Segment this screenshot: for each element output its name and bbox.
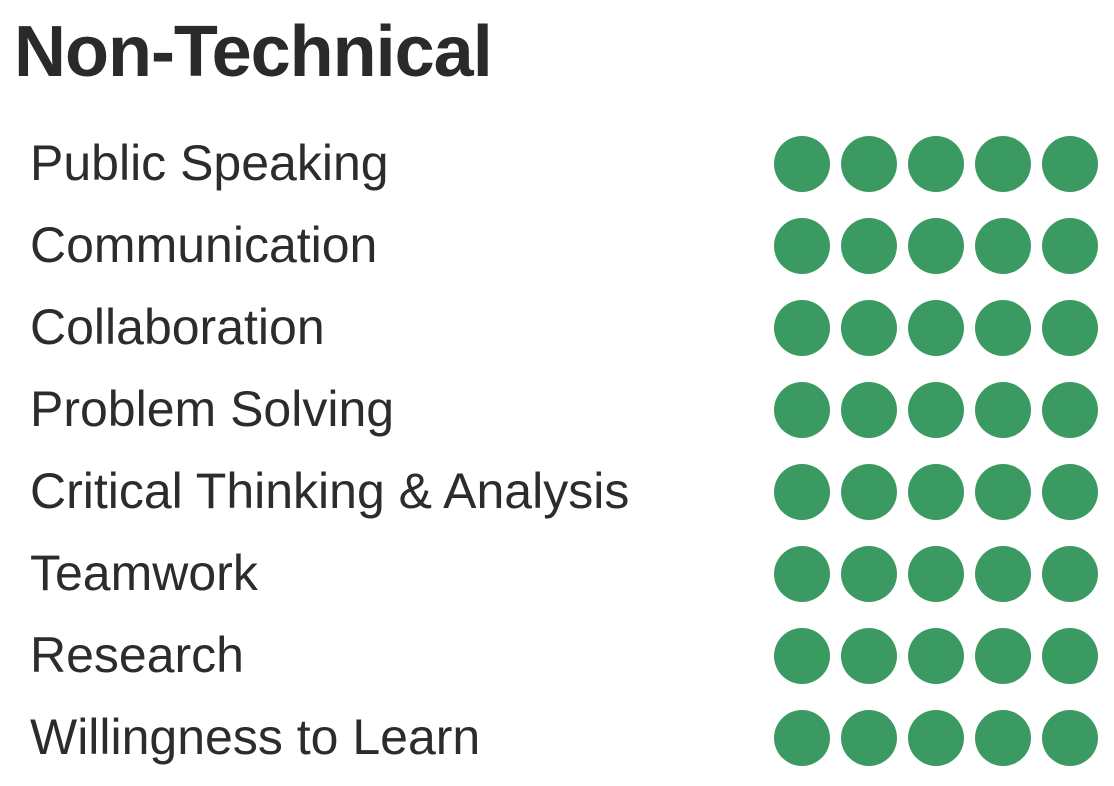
rating-dot-filled [841,382,897,438]
skill-row: Teamwork [0,532,1114,614]
rating-dot-filled [1042,546,1098,602]
rating-dot-filled [975,300,1031,356]
rating-dot-filled [975,218,1031,274]
rating-dot-filled [975,546,1031,602]
rating-dot-filled [908,136,964,192]
rating-dot-filled [774,464,830,520]
skill-row: Public Speaking [0,122,1114,204]
rating-dot-filled [841,710,897,766]
rating-dot-filled [908,218,964,274]
rating-dot-filled [908,628,964,684]
skill-rating [774,218,1104,274]
rating-dot-filled [1042,464,1098,520]
skill-label: Collaboration [30,299,325,355]
rating-dot-filled [841,464,897,520]
skill-label: Problem Solving [30,381,395,437]
rating-dot-filled [975,382,1031,438]
rating-dot-filled [774,628,830,684]
rating-dot-filled [841,628,897,684]
rating-dot-filled [908,464,964,520]
rating-dot-filled [774,382,830,438]
rating-dot-filled [975,136,1031,192]
skill-rating [774,464,1104,520]
skill-label: Critical Thinking & Analysis [30,463,630,519]
rating-dot-filled [908,382,964,438]
skill-row: Problem Solving [0,368,1114,450]
rating-dot-filled [1042,300,1098,356]
rating-dot-filled [908,300,964,356]
rating-dot-filled [975,464,1031,520]
rating-dot-filled [1042,628,1098,684]
skill-row: Critical Thinking & Analysis [0,450,1114,532]
skill-label: Communication [30,217,378,273]
skill-row: Collaboration [0,286,1114,368]
rating-dot-filled [1042,382,1098,438]
rating-dot-filled [975,710,1031,766]
rating-dot-filled [1042,136,1098,192]
rating-dot-filled [841,546,897,602]
skill-label: Public Speaking [30,135,389,191]
rating-dot-filled [774,546,830,602]
skill-label: Research [30,627,244,683]
skill-row: Willingness to Learn [0,696,1114,778]
rating-dot-filled [841,218,897,274]
skill-rating [774,136,1104,192]
rating-dot-filled [975,628,1031,684]
skill-rating [774,710,1104,766]
rating-dot-filled [1042,218,1098,274]
skill-label: Teamwork [30,545,258,601]
skill-row: Communication [0,204,1114,286]
skill-rating [774,546,1104,602]
skill-label: Willingness to Learn [30,709,481,765]
rating-dot-filled [908,546,964,602]
rating-dot-filled [774,218,830,274]
rating-dot-filled [841,300,897,356]
rating-dot-filled [774,300,830,356]
rating-dot-filled [774,710,830,766]
skill-rating [774,382,1104,438]
rating-dot-filled [1042,710,1098,766]
section-title: Non-Technical [14,12,493,92]
skill-row: Research [0,614,1114,696]
skill-rating [774,300,1104,356]
rating-dot-filled [908,710,964,766]
rating-dot-filled [774,136,830,192]
skill-rating [774,628,1104,684]
rating-dot-filled [841,136,897,192]
